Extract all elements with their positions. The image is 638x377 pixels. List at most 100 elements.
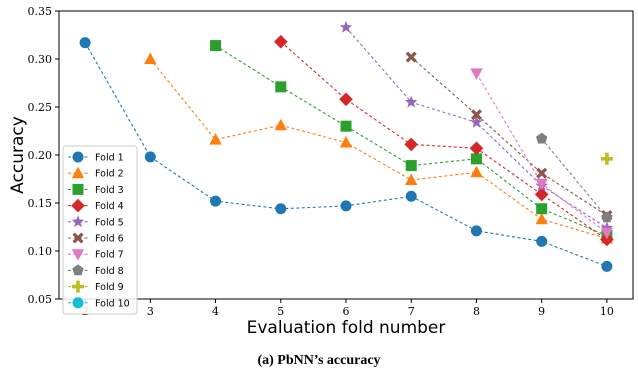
data-point [339, 136, 353, 148]
data-point [470, 225, 482, 237]
series-line [280, 41, 608, 240]
legend-item: Fold 5 [68, 215, 124, 228]
legend-marker [72, 232, 84, 244]
data-point [405, 51, 417, 63]
data-point [144, 151, 156, 163]
legend-label: Fold 9 [95, 282, 124, 293]
data-point [600, 221, 614, 234]
legend-marker [72, 264, 84, 276]
legend-label: Fold 8 [95, 266, 124, 277]
y-tick-label: 0.20 [28, 149, 53, 162]
x-tick-label: 4 [212, 305, 219, 318]
figure-caption: (a) PbNN’s accuracy [257, 353, 381, 368]
legend-item: Fold 4 [68, 198, 124, 213]
data-point [209, 133, 222, 145]
series-layer [79, 20, 614, 272]
y-tick-label: 0.15 [28, 197, 53, 210]
plot-frame [58, 10, 634, 300]
legend-label: Fold 10 [95, 298, 130, 309]
y-tick-label: 0.35 [28, 5, 53, 18]
legend-marker [71, 249, 85, 261]
x-tick-label: 9 [538, 305, 545, 318]
data-point [275, 203, 287, 215]
legend-item: Fold 9 [68, 280, 124, 293]
legend: Fold 1 Fold 2 Fold 3 Fold 4 Fold 5 Fold 6 Fold… [62, 145, 138, 315]
series-line [541, 138, 608, 218]
legend-marker [72, 280, 84, 293]
data-point [601, 211, 613, 223]
series-line [84, 42, 608, 267]
data-point [600, 232, 614, 247]
data-point [274, 34, 288, 49]
legend-item: Fold 6 [68, 232, 124, 245]
series-1 [79, 37, 613, 272]
series-line [345, 26, 608, 229]
data-point [536, 132, 548, 144]
legend-label: Fold 2 [95, 169, 124, 180]
data-point [601, 260, 613, 272]
x-tick-label: 6 [343, 305, 350, 318]
x-tick-label: 5 [277, 305, 284, 318]
data-point [404, 137, 418, 152]
data-point [470, 153, 482, 165]
legend-item: Fold 2 [68, 166, 124, 180]
data-point [405, 173, 418, 185]
data-point [275, 81, 287, 93]
series-5 [339, 20, 614, 234]
legend-marker [71, 198, 85, 213]
data-point [535, 178, 548, 191]
legend-label: Fold 4 [95, 201, 124, 212]
legend-label: Fold 5 [95, 217, 124, 228]
data-point [405, 160, 417, 172]
data-point [470, 165, 483, 178]
data-point [274, 118, 287, 131]
legend-marker [71, 166, 85, 179]
legend-label: Fold 3 [95, 185, 124, 196]
legend-label: Fold 6 [95, 234, 124, 245]
x-axis-label: Evaluation fold number [247, 318, 446, 338]
legend-item: Fold 8 [68, 264, 124, 277]
series-7 [470, 68, 614, 240]
data-point [405, 190, 417, 202]
data-point [470, 68, 483, 80]
series-line [410, 56, 608, 216]
data-point [340, 200, 352, 212]
x-tick-label: 10 [600, 305, 614, 318]
legend-item: Fold 1 [68, 151, 124, 164]
data-point [79, 37, 91, 49]
series-8 [536, 132, 613, 223]
y-tick-label: 0.10 [28, 245, 53, 258]
legend-marker [72, 297, 84, 309]
data-point [144, 52, 157, 64]
data-point [339, 92, 353, 107]
chart: 23456789100.050.100.150.200.250.300.35 E… [8, 5, 634, 338]
y-tick-label: 0.25 [28, 101, 53, 114]
legend-marker [71, 215, 85, 228]
legend-marker [72, 151, 84, 163]
data-point [405, 95, 418, 108]
data-point [536, 203, 548, 215]
legend-item: Fold 3 [68, 183, 124, 196]
data-point [470, 115, 483, 128]
data-point [471, 109, 482, 121]
series-line [149, 58, 608, 240]
legend-item: Fold 10 [68, 297, 130, 309]
x-tick-label: 3 [147, 305, 154, 318]
x-tick-label: 7 [408, 305, 415, 318]
x-tick-label: 8 [473, 305, 480, 318]
series-4 [274, 34, 614, 247]
series-6 [405, 51, 613, 221]
series-2 [144, 52, 614, 244]
data-point [536, 235, 548, 247]
data-point [210, 40, 222, 52]
series-9 [600, 152, 613, 165]
data-point [469, 141, 484, 156]
y-axis-label: Accuracy [8, 116, 28, 194]
data-point [534, 187, 549, 202]
legend-item: Fold 7 [68, 249, 124, 261]
data-point [600, 227, 614, 240]
legend-marker [72, 183, 84, 195]
data-point [536, 167, 548, 179]
y-tick-label: 0.05 [28, 293, 53, 306]
data-point [535, 212, 548, 225]
